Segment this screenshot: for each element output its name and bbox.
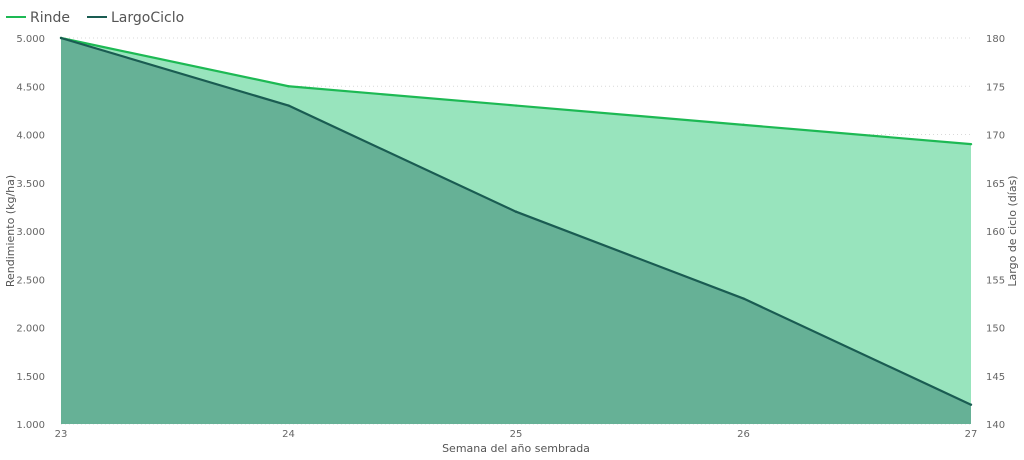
y-left-tick-label: 1.500 xyxy=(16,372,45,383)
x-tick-label: 24 xyxy=(282,429,295,440)
data-point-rinde xyxy=(287,85,290,88)
x-tick-label: 23 xyxy=(55,429,68,440)
y-right-tick-label: 150 xyxy=(986,324,1005,335)
left-y-axis-label: Rendimiento (kg/ha) xyxy=(4,175,17,287)
y-right-tick-label: 180 xyxy=(986,34,1005,45)
y-left-tick-label: 3.000 xyxy=(16,227,45,238)
y-left-tick-label: 4.500 xyxy=(16,82,45,93)
y-right-tick-label: 160 xyxy=(986,227,1005,238)
legend-label-rinde: Rinde xyxy=(30,10,70,26)
x-axis-label: Semana del año sembrada xyxy=(442,442,590,455)
y-right-tick-label: 155 xyxy=(986,275,1005,286)
series-lines xyxy=(59,36,973,406)
y-right-tick-label: 165 xyxy=(986,179,1005,190)
y-left-tick-label: 2.500 xyxy=(16,275,45,286)
y-right-tick-label: 175 xyxy=(986,82,1005,93)
y-right-tick-label: 145 xyxy=(986,372,1005,383)
data-point-largociclo xyxy=(514,210,518,213)
area-largociclo xyxy=(61,38,971,424)
x-tick-label: 25 xyxy=(510,429,523,440)
series-areas xyxy=(61,38,971,424)
x-tick-label: 26 xyxy=(737,429,750,440)
y-right-tick-label: 140 xyxy=(986,420,1005,431)
data-point-rinde xyxy=(742,123,745,127)
axes: 1.000 1.500 2.000 2.500 3.000 3.500 4.000 4.500… xyxy=(16,34,1005,440)
data-point-largociclo xyxy=(742,297,745,300)
data-point-rinde xyxy=(514,104,518,107)
y-left-tick-label: 4.000 xyxy=(16,131,45,142)
y-left-tick-label: 1.000 xyxy=(16,420,45,431)
x-tick-label: 27 xyxy=(965,429,978,440)
legend[interactable]: Rinde LargoCiclo xyxy=(6,10,184,26)
data-point-largociclo xyxy=(969,403,973,406)
y-right-tick-label: 170 xyxy=(986,131,1005,142)
data-point-largociclo xyxy=(287,104,290,107)
data-point-rinde xyxy=(969,142,973,146)
right-y-axis-label: Largo de ciclo (días) xyxy=(1006,175,1019,286)
y-left-tick-label: 5.000 xyxy=(16,34,45,45)
data-point-largociclo xyxy=(59,36,63,40)
legend-label-largociclo: LargoCiclo xyxy=(111,10,184,26)
y-left-tick-label: 2.000 xyxy=(16,324,45,335)
y-left-tick-label: 3.500 xyxy=(16,179,45,190)
